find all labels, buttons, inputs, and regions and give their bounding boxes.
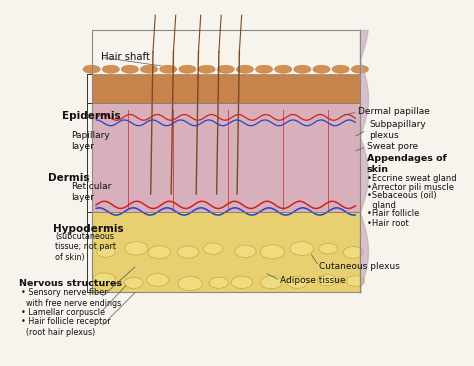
Text: Cutaneous plexus: Cutaneous plexus	[319, 262, 400, 270]
Text: •Hair root: •Hair root	[367, 219, 409, 228]
Ellipse shape	[124, 277, 143, 288]
Ellipse shape	[179, 65, 196, 73]
Ellipse shape	[319, 243, 337, 254]
Text: Hypodermis: Hypodermis	[53, 224, 124, 234]
Text: Hair shaft: Hair shaft	[100, 52, 150, 62]
Text: Adipose tissue: Adipose tissue	[280, 276, 346, 285]
Text: Sweat pore: Sweat pore	[367, 142, 418, 151]
Ellipse shape	[260, 245, 284, 259]
Ellipse shape	[260, 276, 283, 289]
Ellipse shape	[148, 246, 171, 259]
Bar	[91, 103, 360, 212]
Ellipse shape	[125, 242, 148, 255]
Ellipse shape	[313, 65, 330, 73]
Ellipse shape	[203, 243, 223, 254]
Ellipse shape	[198, 65, 215, 73]
Ellipse shape	[332, 65, 349, 73]
Ellipse shape	[160, 65, 177, 73]
Ellipse shape	[231, 276, 253, 288]
Ellipse shape	[178, 276, 202, 291]
Ellipse shape	[294, 65, 311, 73]
Text: •Sebaceous (oil)
  gland: •Sebaceous (oil) gland	[367, 191, 436, 210]
Ellipse shape	[274, 65, 292, 73]
Bar	[91, 30, 360, 292]
Text: •Arrector pili muscle: •Arrector pili muscle	[367, 183, 454, 192]
Text: • Sensory nerve fiber
  with free nerve endings: • Sensory nerve fiber with free nerve en…	[21, 288, 121, 307]
Ellipse shape	[235, 245, 256, 257]
Text: Nervous structures: Nervous structures	[19, 279, 122, 288]
Text: Subpapillary
plexus: Subpapillary plexus	[369, 120, 426, 140]
Ellipse shape	[346, 276, 365, 286]
Ellipse shape	[318, 274, 337, 286]
Ellipse shape	[97, 247, 115, 257]
Ellipse shape	[255, 65, 273, 73]
Ellipse shape	[93, 273, 116, 286]
Text: Appendages of
skin: Appendages of skin	[367, 154, 447, 174]
Ellipse shape	[83, 65, 100, 73]
Ellipse shape	[217, 65, 234, 73]
Ellipse shape	[121, 65, 138, 73]
Bar	[91, 74, 360, 103]
Text: Reticular
layer: Reticular layer	[71, 182, 111, 202]
Ellipse shape	[343, 247, 363, 258]
Ellipse shape	[102, 65, 119, 73]
Text: •Eccrine sweat gland: •Eccrine sweat gland	[367, 174, 456, 183]
Ellipse shape	[236, 65, 254, 73]
Ellipse shape	[178, 246, 199, 258]
Text: Dermis: Dermis	[48, 172, 90, 183]
Text: • Lamellar corpuscle: • Lamellar corpuscle	[21, 308, 105, 317]
Ellipse shape	[290, 242, 314, 255]
Text: •Hair follicle: •Hair follicle	[367, 209, 419, 219]
Bar	[91, 212, 360, 292]
Ellipse shape	[140, 65, 158, 73]
Text: Dermal papillae: Dermal papillae	[357, 107, 429, 116]
Text: Epidermis: Epidermis	[62, 111, 121, 120]
Ellipse shape	[351, 65, 368, 73]
Ellipse shape	[209, 277, 228, 288]
Ellipse shape	[287, 276, 307, 288]
Ellipse shape	[146, 273, 169, 286]
Text: • Hair follicle receptor
  (root hair plexus): • Hair follicle receptor (root hair plex…	[21, 317, 111, 337]
Text: Papillary
layer: Papillary layer	[71, 131, 110, 151]
Text: (subcutaneous
tissue; not part
of skin): (subcutaneous tissue; not part of skin)	[55, 232, 116, 262]
